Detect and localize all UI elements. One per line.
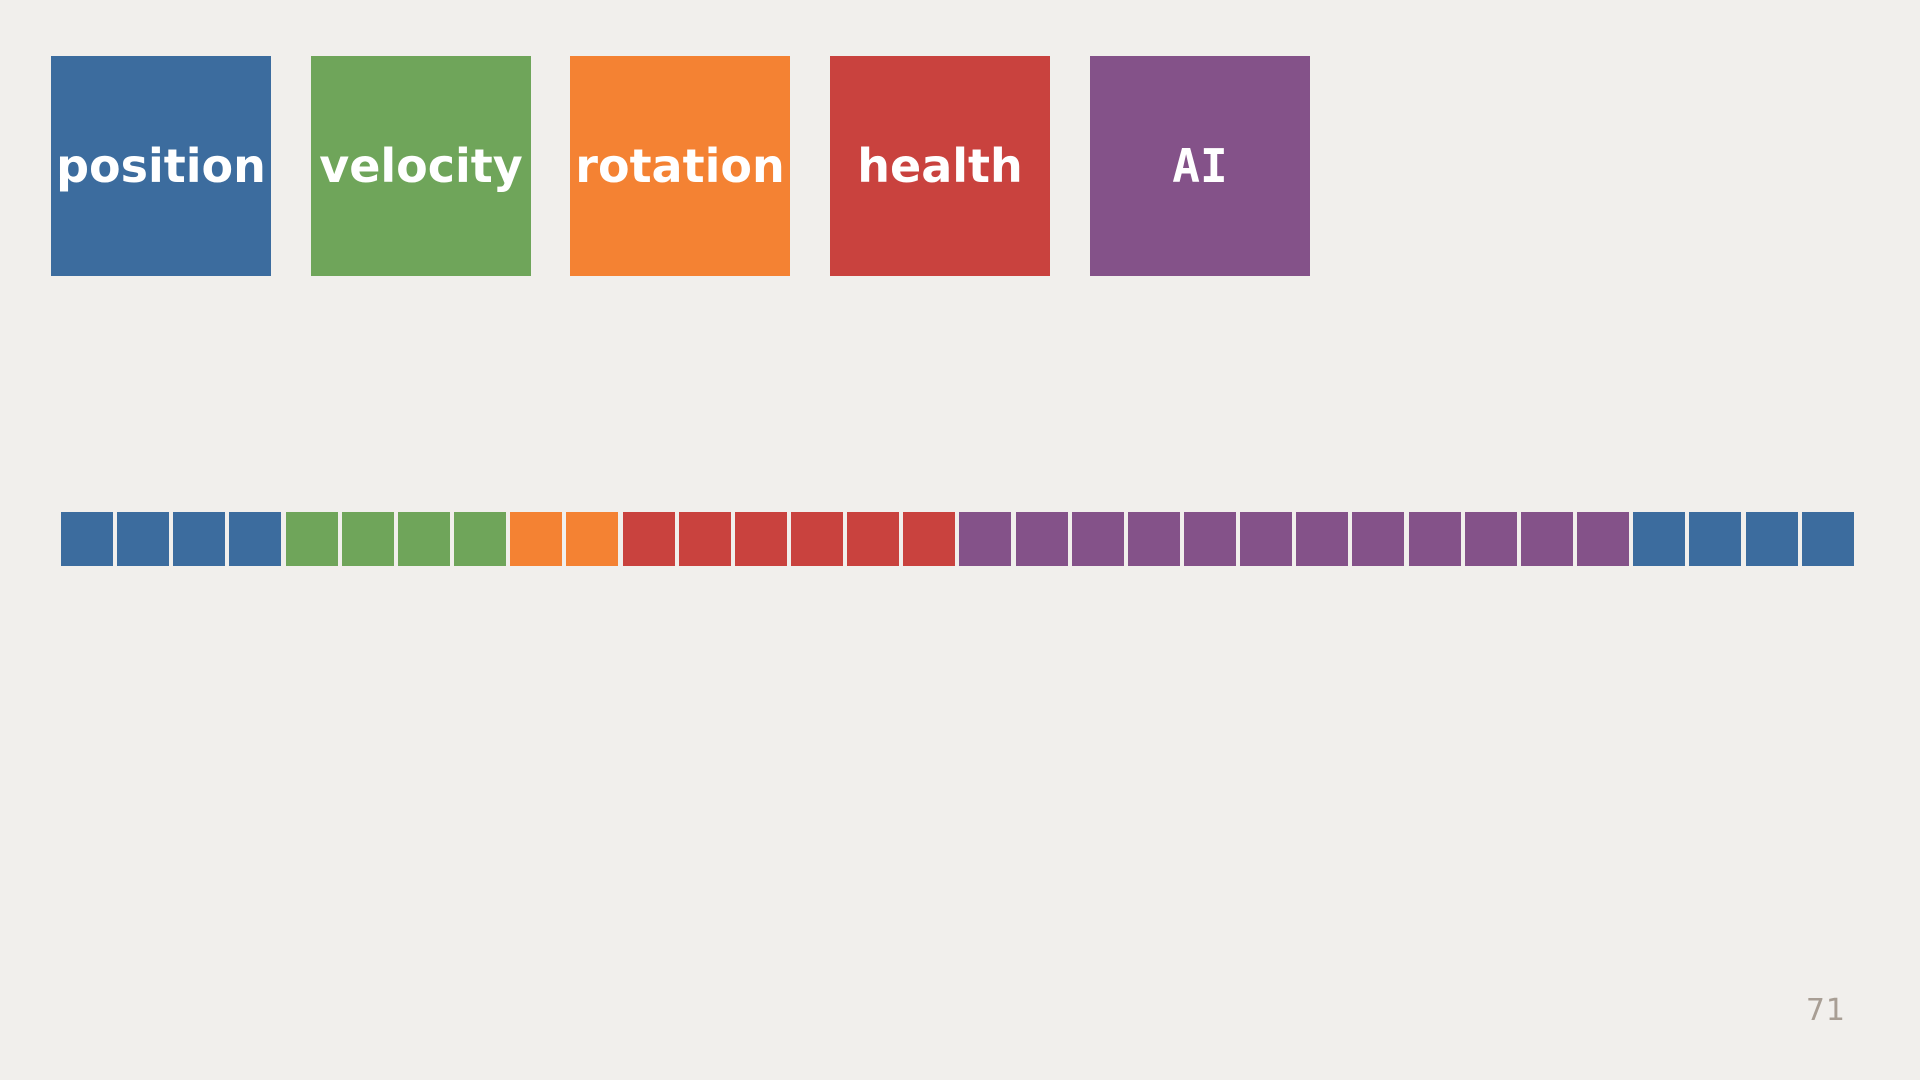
memory-cell-health <box>622 512 675 566</box>
memory-cell-velocity <box>341 512 394 566</box>
legend-rotation-label: rotation <box>575 139 785 193</box>
memory-cell-ai <box>1520 512 1573 566</box>
memory-cell-position <box>1745 512 1798 566</box>
memory-cell-ai <box>1240 512 1293 566</box>
memory-cell-position <box>1689 512 1742 566</box>
legend-velocity: velocity <box>311 56 531 276</box>
legend-ai-label: AI <box>1172 139 1228 193</box>
memory-cell-position <box>173 512 226 566</box>
legend-health-label: health <box>857 139 1023 193</box>
memory-cell-position <box>117 512 170 566</box>
memory-cell-velocity <box>285 512 338 566</box>
memory-cell-ai <box>1184 512 1236 566</box>
memory-cell-position <box>61 512 113 566</box>
memory-cell-position <box>1633 512 1686 566</box>
memory-cell-ai <box>1071 512 1124 566</box>
memory-cell-ai <box>1577 512 1630 566</box>
memory-cell-ai <box>1127 512 1180 566</box>
memory-cell-health <box>678 512 731 566</box>
memory-cell-health <box>903 512 956 566</box>
memory-strip <box>61 512 1858 568</box>
legend-position: position <box>51 56 271 276</box>
memory-cell-health <box>847 512 900 566</box>
legend-health: health <box>830 56 1050 276</box>
legend-position-label: position <box>56 139 266 193</box>
legend-rotation: rotation <box>570 56 790 276</box>
memory-cell-ai <box>1352 512 1405 566</box>
memory-cell-rotation <box>510 512 563 566</box>
memory-cell-ai <box>1464 512 1517 566</box>
memory-cell-rotation <box>566 512 619 566</box>
memory-cell-ai <box>959 512 1012 566</box>
memory-cell-velocity <box>397 512 450 566</box>
legend-ai: AI <box>1090 56 1310 276</box>
memory-cell-ai <box>1296 512 1349 566</box>
memory-cell-ai <box>1015 512 1068 566</box>
memory-cell-health <box>790 512 843 566</box>
memory-cell-ai <box>1408 512 1461 566</box>
legend-velocity-label: velocity <box>319 139 523 193</box>
memory-cell-position <box>229 512 282 566</box>
memory-cell-velocity <box>454 512 507 566</box>
memory-cell-health <box>734 512 787 566</box>
memory-cell-position <box>1801 512 1854 566</box>
page-number: 71 <box>1805 993 1846 1028</box>
